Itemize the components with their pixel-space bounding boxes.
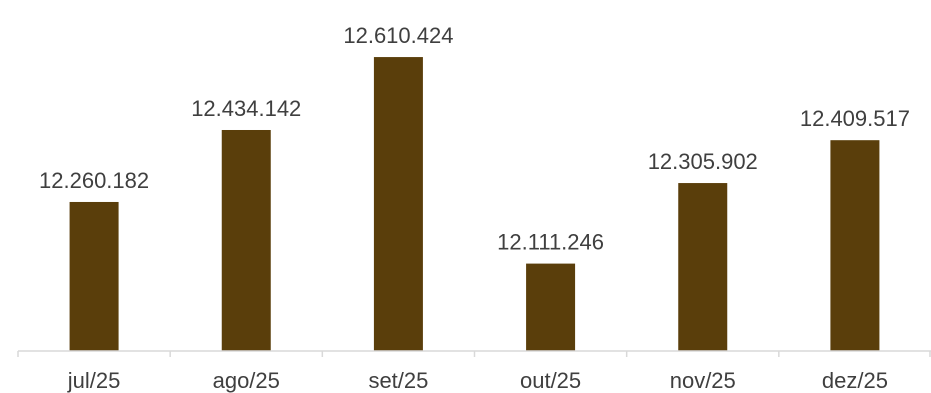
x-tick-label-out-25: out/25 xyxy=(520,368,581,393)
data-label-dez-25: 12.409.517 xyxy=(800,106,910,131)
data-labels-layer: 12.260.182 12.434.142 12.610.424 12.111.246… xyxy=(39,23,910,255)
x-tick-label-ago-25: ago/25 xyxy=(213,368,280,393)
x-tick-label-jul-25: jul/25 xyxy=(67,368,121,393)
bar-dez-25 xyxy=(830,140,880,351)
data-label-nov-25: 12.305.902 xyxy=(648,149,758,174)
data-label-ago-25: 12.434.142 xyxy=(191,96,301,121)
data-label-jul-25: 12.260.182 xyxy=(39,168,149,193)
x-tick-label-dez-25: dez/25 xyxy=(822,368,888,393)
bar-out-25 xyxy=(526,263,576,351)
data-label-set-25: 12.610.424 xyxy=(343,23,453,48)
bar-ago-25 xyxy=(221,129,271,351)
bars-layer xyxy=(69,57,880,351)
bar-nov-25 xyxy=(678,183,728,351)
data-label-out-25: 12.111.246 xyxy=(497,230,604,255)
bar-jul-25 xyxy=(69,201,119,351)
x-tick-label-set-25: set/25 xyxy=(368,368,428,393)
x-tick-label-nov-25: nov/25 xyxy=(670,368,736,393)
x-axis-tick-labels: jul/25 ago/25 set/25 out/25 nov/25 dez/25 xyxy=(67,368,888,393)
x-axis xyxy=(17,350,931,357)
bar-set-25 xyxy=(373,57,423,351)
